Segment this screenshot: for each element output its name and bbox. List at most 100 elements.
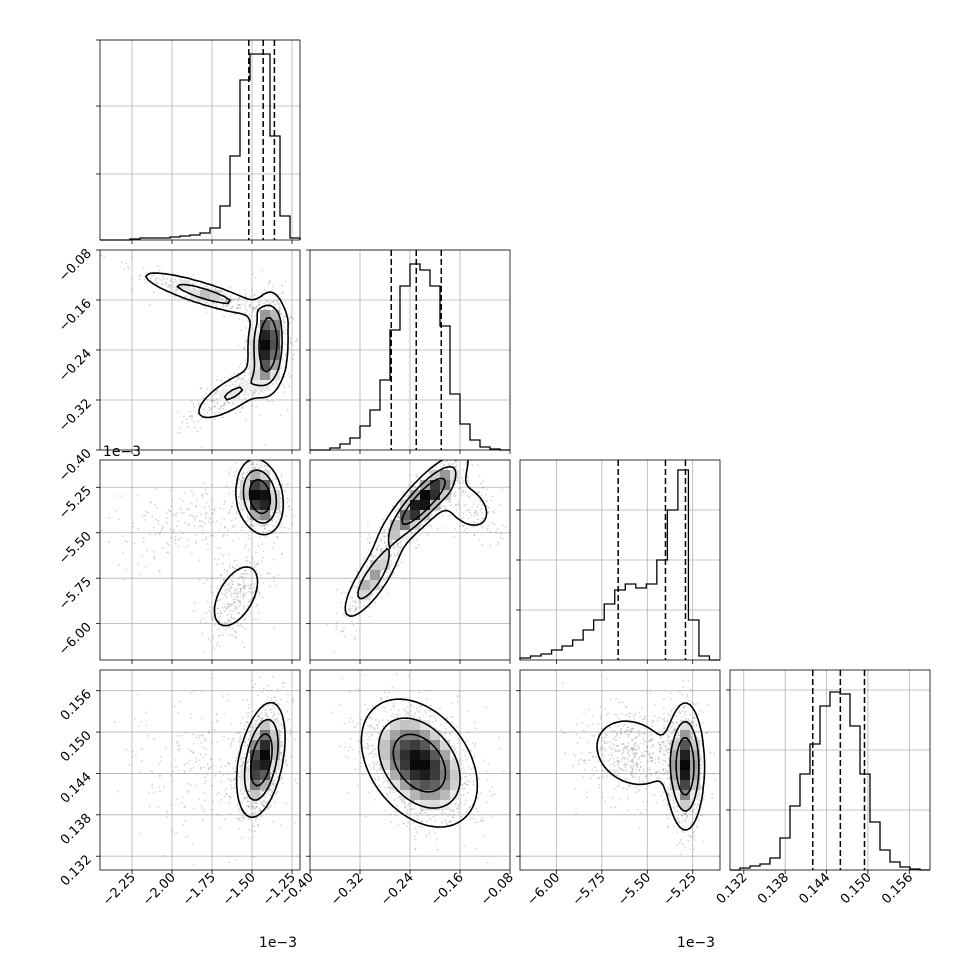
sample-point xyxy=(238,478,241,480)
sample-point xyxy=(279,824,282,827)
sample-point xyxy=(325,624,328,626)
sample-point xyxy=(191,415,194,418)
sample-point xyxy=(301,505,303,507)
sample-point xyxy=(247,393,250,396)
sample-point xyxy=(256,603,259,606)
sample-point xyxy=(387,528,390,530)
density-cell xyxy=(440,490,451,501)
sample-point xyxy=(269,572,272,575)
sample-point xyxy=(440,456,442,458)
sample-point xyxy=(472,521,475,524)
sample-point xyxy=(257,523,260,525)
sample-point xyxy=(220,574,223,576)
sample-point xyxy=(247,805,250,808)
sample-point xyxy=(190,399,193,402)
sample-point xyxy=(193,689,196,692)
sample-point xyxy=(227,401,230,404)
sample-point xyxy=(144,519,146,521)
sample-point xyxy=(131,755,133,758)
sample-point xyxy=(213,647,216,649)
sample-point xyxy=(446,450,448,452)
sample-point xyxy=(458,503,461,506)
sample-point xyxy=(489,531,491,533)
sample-point xyxy=(234,637,237,639)
sample-point xyxy=(383,579,386,581)
sample-point xyxy=(358,581,360,584)
sample-point xyxy=(221,625,224,628)
sample-point xyxy=(486,529,488,531)
sample-point xyxy=(170,489,172,492)
sample-point xyxy=(236,306,239,308)
sample-point xyxy=(187,426,190,428)
sample-point xyxy=(448,514,451,517)
sample-point xyxy=(335,625,338,628)
sample-point xyxy=(277,293,280,296)
sample-point xyxy=(265,398,268,400)
sample-point xyxy=(184,836,187,838)
sample-point xyxy=(477,464,479,466)
sample-point xyxy=(337,620,340,622)
sample-point xyxy=(171,530,174,533)
sample-point xyxy=(233,493,235,496)
sample-point xyxy=(249,303,251,306)
sample-point xyxy=(236,511,239,513)
sample-point xyxy=(258,304,261,306)
sample-point xyxy=(276,457,278,459)
sample-point xyxy=(203,506,206,509)
sample-point xyxy=(239,601,241,603)
sample-point xyxy=(394,510,397,512)
sample-point xyxy=(241,641,244,644)
sample-point xyxy=(174,289,177,292)
sample-point xyxy=(341,629,343,632)
sample-point xyxy=(138,770,141,773)
sample-point xyxy=(229,286,232,289)
sample-point xyxy=(239,575,242,578)
sample-point xyxy=(344,592,347,594)
sample-point xyxy=(247,761,250,764)
sample-point xyxy=(235,607,238,610)
sample-point xyxy=(237,307,240,310)
sample-point xyxy=(229,798,232,801)
sample-point xyxy=(209,522,212,525)
sample-point xyxy=(153,550,156,553)
sample-point xyxy=(136,693,139,695)
sample-point xyxy=(242,579,245,582)
sample-point xyxy=(150,769,152,772)
sample-point xyxy=(259,574,262,577)
sample-point xyxy=(448,501,451,503)
sample-point xyxy=(219,770,222,773)
sample-point xyxy=(219,621,221,624)
sample-point xyxy=(476,506,478,508)
contour-line xyxy=(357,465,457,600)
sample-point xyxy=(255,720,258,722)
sample-point xyxy=(246,471,249,474)
sample-point xyxy=(273,580,276,582)
sample-point xyxy=(219,612,222,615)
sample-point xyxy=(241,765,244,767)
sample-point xyxy=(247,767,250,770)
sample-point xyxy=(289,733,291,736)
sample-point xyxy=(219,610,222,612)
sample-point xyxy=(289,341,291,344)
sample-point xyxy=(261,525,263,527)
sample-point xyxy=(159,760,162,762)
sample-point xyxy=(228,762,231,765)
sample-point xyxy=(175,514,177,517)
sample-point xyxy=(492,510,494,513)
sample-point xyxy=(252,806,255,809)
sample-point xyxy=(216,402,219,404)
sample-point xyxy=(269,788,272,791)
sample-point xyxy=(255,406,257,408)
sample-point xyxy=(236,612,239,614)
sample-point xyxy=(249,587,252,590)
density-cell xyxy=(230,390,241,401)
sample-point xyxy=(236,731,239,734)
sample-point xyxy=(355,607,358,610)
sample-point xyxy=(196,412,199,415)
sample-point xyxy=(209,766,212,769)
sample-point xyxy=(399,541,402,544)
sample-point xyxy=(251,272,254,275)
sample-point xyxy=(251,557,254,560)
sample-point xyxy=(139,274,142,276)
sample-point xyxy=(222,407,225,410)
